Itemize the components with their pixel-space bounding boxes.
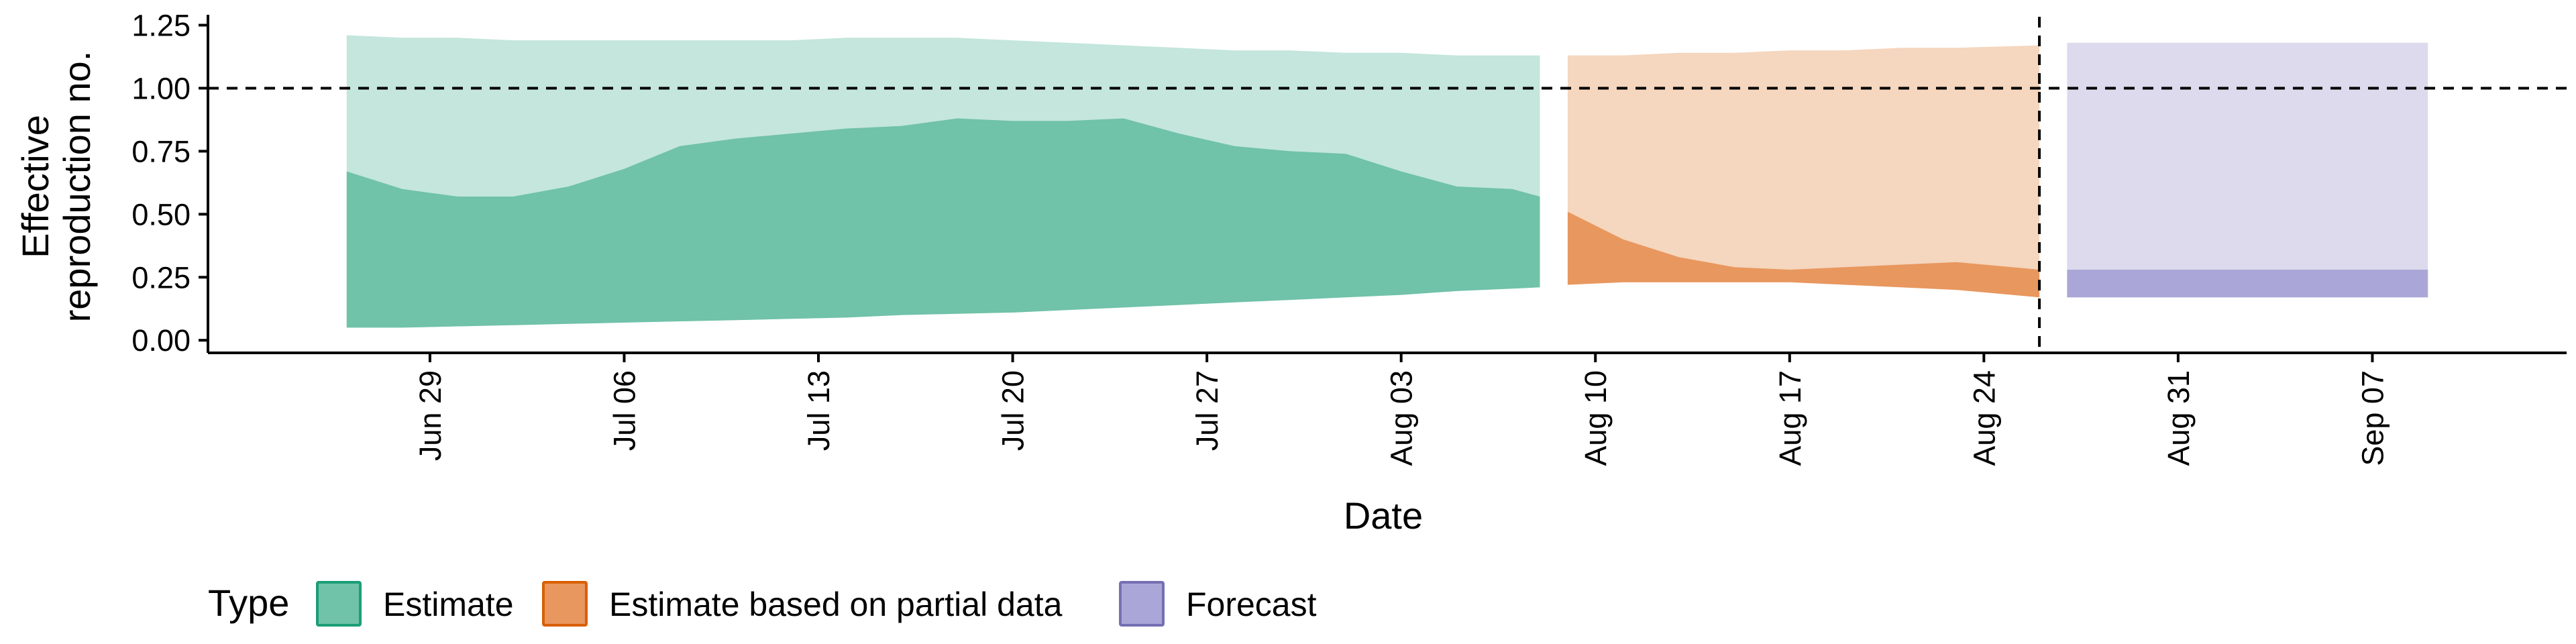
x-tick-label: Jun 29 (413, 370, 447, 461)
y-tick-label: 1.00 (131, 71, 191, 105)
x-tick-label: Aug 24 (1967, 370, 2001, 466)
x-tick-label: Aug 17 (1773, 370, 1807, 466)
band-inner-forecast (2067, 270, 2428, 298)
band-outer-forecast (2067, 42, 2428, 298)
x-tick-label: Jul 06 (607, 370, 641, 451)
legend-title: Type (208, 582, 289, 624)
x-tick-label: Aug 31 (2161, 370, 2196, 466)
chart-bands (346, 35, 2428, 328)
legend-key-forecast (1119, 581, 1165, 627)
y-tick-label: 0.75 (131, 134, 191, 168)
band-inner-estimate (346, 118, 1540, 328)
y-axis-title-line: Effective (14, 115, 56, 258)
legend-label: Forecast (1186, 586, 1317, 623)
x-tick-label: Jul 20 (996, 370, 1030, 451)
legend-key-estimate-based-on-partial-data (542, 581, 588, 627)
y-axis-title-line: reproduction no. (56, 51, 98, 323)
y-tick-label: 0.00 (131, 323, 191, 358)
x-tick-label: Jul 13 (802, 370, 836, 451)
x-axis-title: Date (1344, 494, 1423, 537)
legend-label: Estimate based on partial data (609, 586, 1063, 623)
legend: Type Estimate Estimate based on partial da… (208, 581, 1317, 627)
band-inner-estimate-based-on-partial-data (1567, 211, 2040, 298)
x-tick-label: Sep 07 (2355, 370, 2390, 466)
y-tick-label: 0.25 (131, 260, 191, 294)
y-tick-label: 1.25 (131, 9, 191, 43)
y-axis-title: Effective reproduction no. (14, 51, 98, 323)
band-outer-estimate-based-on-partial-data (1567, 45, 2040, 298)
chart-axes: 0.00 0.25 0.50 0.75 1.00 1.25 Jun 29 Jul 06 Jul … (131, 9, 2567, 466)
legend-key-estimate (316, 581, 362, 627)
x-tick-label: Jul 27 (1190, 370, 1224, 451)
x-axis-title-text: Date (1344, 494, 1423, 537)
x-tick-label: Aug 10 (1578, 370, 1613, 466)
legend-label: Estimate (383, 586, 514, 623)
y-tick-label: 0.50 (131, 197, 191, 231)
x-tick-label: Aug 03 (1385, 370, 1419, 466)
